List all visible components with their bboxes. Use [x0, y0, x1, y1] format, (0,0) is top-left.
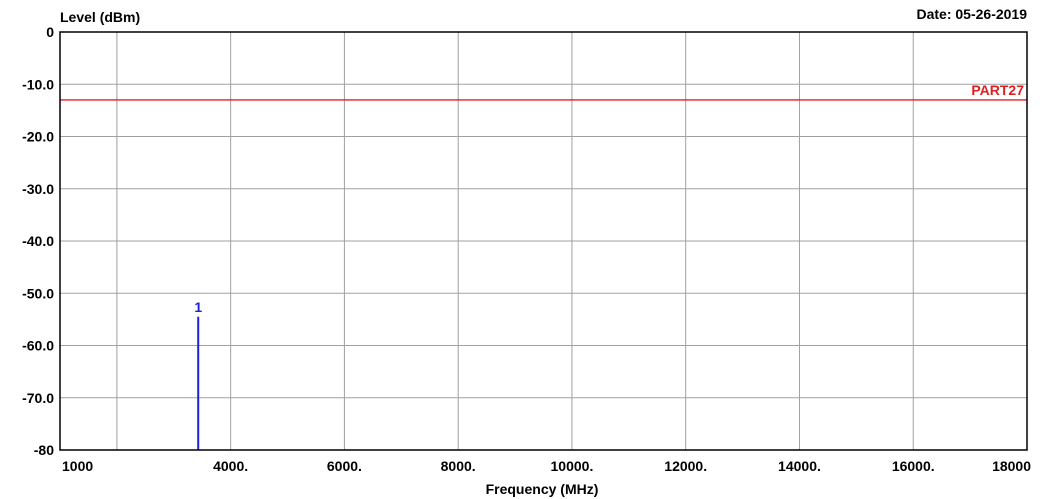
- y-tick-label: 0: [46, 24, 54, 40]
- x-tick-label: 1000: [62, 458, 93, 474]
- grid: [60, 32, 1027, 450]
- x-tick-label: 6000.: [327, 458, 362, 474]
- x-tick-label: 4000.: [213, 458, 248, 474]
- y-tick-label: -80: [34, 442, 54, 458]
- y-tick-label: -30.0: [22, 181, 54, 197]
- x-tick-label: 14000.: [778, 458, 821, 474]
- plot-frame: [59, 31, 1028, 451]
- y-axis-label: Level (dBm): [60, 9, 140, 25]
- y-tick-label: -50.0: [22, 285, 54, 301]
- y-tick-label: -20.0: [22, 129, 54, 145]
- x-tick-labels: 1000 4000. 6000. 8000. 10000. 12000. 14000. 160…: [62, 458, 1031, 474]
- y-tick-label: -60.0: [22, 338, 54, 354]
- y-tick-label: -70.0: [22, 390, 54, 406]
- x-axis-label: Frequency (MHz): [486, 481, 599, 497]
- marker-label: 1: [194, 299, 202, 315]
- x-tick-label: 12000.: [664, 458, 707, 474]
- marker-group: 1: [194, 299, 202, 450]
- y-tick-label: -10.0: [22, 76, 54, 92]
- y-tick-labels: 0 -10.0 -20.0 -30.0 -40.0 -50.0 -60.0 -70.0 -80: [22, 24, 54, 458]
- limit-line-label: PART27: [971, 82, 1024, 98]
- date-label: Date: 05-26-2019: [916, 6, 1027, 22]
- x-tick-label: 16000.: [892, 458, 935, 474]
- limit-line-group: PART27: [60, 82, 1027, 101]
- x-tick-label: 10000.: [551, 458, 594, 474]
- x-tick-label: 8000.: [441, 458, 476, 474]
- x-tick-label: 18000: [992, 458, 1031, 474]
- y-tick-label: -40.0: [22, 233, 54, 249]
